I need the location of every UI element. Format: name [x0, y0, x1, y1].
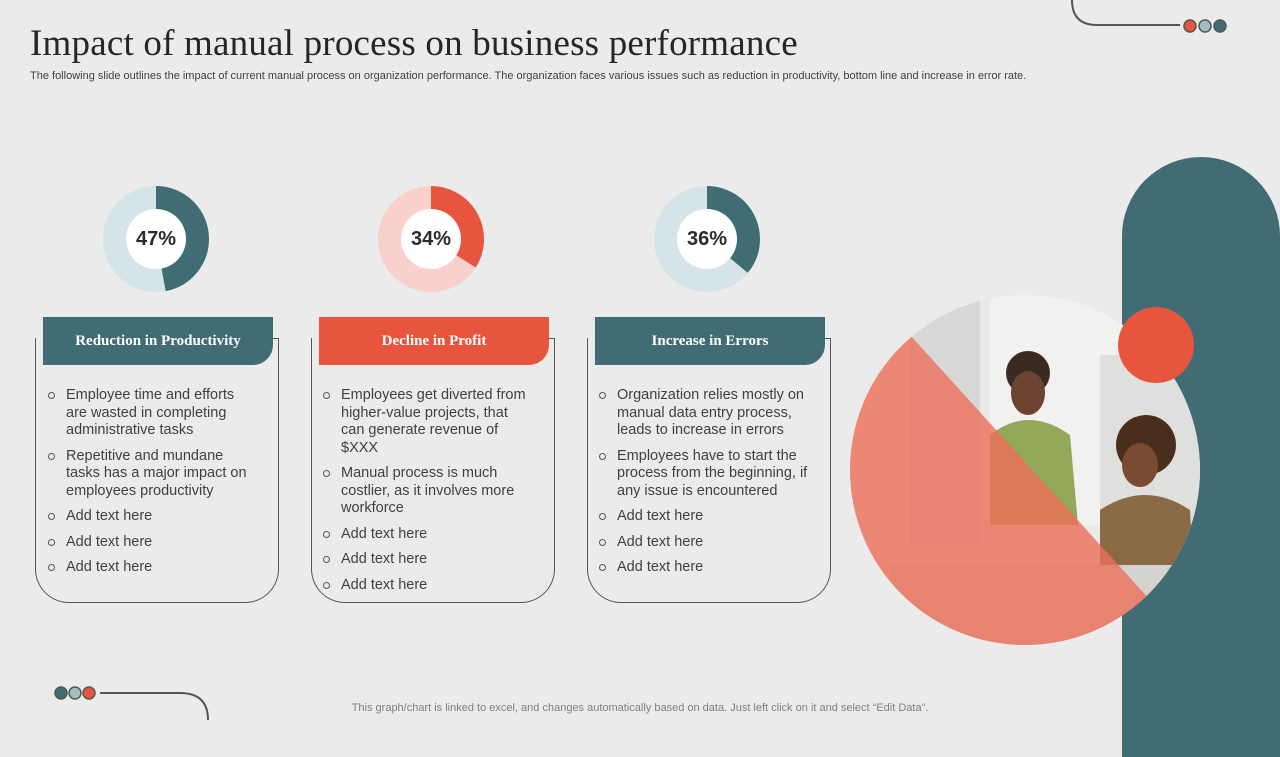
card-list-productivity: Employee time and efforts are wasted in … — [36, 387, 258, 585]
list-item-text: Add text here — [66, 559, 153, 575]
donut-chart-errors: 36% — [654, 186, 760, 292]
bullet-icon — [323, 581, 330, 589]
donut-value-arc — [654, 186, 760, 292]
list-item-text: Add text here — [617, 533, 704, 550]
list-item: Add text here — [311, 526, 533, 544]
bullet-icon — [599, 513, 606, 520]
bullet-icon — [599, 452, 606, 460]
list-item: Repetitive and mundane tasks has a major… — [36, 448, 258, 501]
list-item: Add text here — [36, 508, 258, 526]
bullet-icon — [48, 513, 55, 520]
card-border-top — [825, 338, 831, 339]
footer-note: This graph/chart is linked to excel, and… — [351, 702, 929, 714]
donut-percent-label: 34% — [410, 228, 452, 250]
list-item: Organization relies mostly on manual dat… — [587, 387, 809, 440]
list-item-text: Add text here — [341, 576, 428, 593]
donut-percent-label: 47% — [135, 228, 177, 250]
list-item: Add text here — [36, 534, 258, 552]
card-list-errors: Organization relies mostly on manual dat… — [587, 387, 809, 585]
donut-hole — [677, 209, 737, 269]
card-errors — [587, 338, 831, 603]
donut-chart-profit: 34% — [378, 186, 484, 292]
list-item: Add text here — [311, 551, 533, 569]
list-item: Employees get diverted from higher-value… — [311, 387, 533, 457]
list-item: Manual process is much costlier, as it i… — [311, 465, 533, 518]
bullet-icon — [599, 392, 606, 399]
list-item-text: Manual process is much costlier, as it i… — [341, 465, 515, 516]
list-item: Employees have to start the process from… — [587, 448, 809, 501]
card-border-top — [273, 338, 279, 339]
bullet-icon — [323, 470, 330, 477]
decorative-red-circle — [1118, 307, 1194, 383]
list-item: Add text here — [36, 559, 258, 577]
list-item-text: Employee time and efforts are wasted in … — [66, 387, 235, 438]
list-item-text: Add text here — [617, 559, 704, 575]
list-item-text: Organization relies mostly on manual dat… — [617, 387, 804, 438]
card-title-productivity: Reduction in Productivity — [43, 317, 273, 365]
donut-hole — [401, 209, 461, 269]
bullet-icon — [323, 556, 330, 563]
decorative-connector-top — [1071, 0, 1227, 33]
list-item: Employee time and efforts are wasted in … — [36, 387, 258, 440]
list-item-text: Add text here — [617, 508, 704, 524]
bullet-icon — [599, 564, 606, 571]
donut-chart-productivity: 47% — [103, 186, 209, 292]
bullet-icon — [48, 564, 55, 571]
list-item: Add text here — [587, 559, 809, 577]
donut-value-arc — [103, 186, 209, 292]
donut-value-arc — [378, 186, 484, 292]
list-item-text: Add text here — [66, 508, 153, 524]
list-item: Add text here — [587, 508, 809, 526]
list-item-text: Employees have to start the process from… — [617, 447, 808, 499]
list-item: Add text here — [311, 577, 533, 595]
list-item-text: Add text here — [341, 551, 428, 567]
list-item-text: Add text here — [66, 533, 153, 550]
list-item: Add text here — [587, 534, 809, 552]
card-title-profit: Decline in Profit — [319, 317, 549, 365]
bullet-icon — [48, 392, 55, 399]
card-list-profit: Employees get diverted from higher-value… — [311, 387, 533, 602]
page-subtitle: The following slide outlines the impact … — [30, 70, 1027, 82]
page-title: Impact of manual process on business per… — [30, 23, 798, 64]
bullet-icon — [599, 538, 606, 546]
bullet-icon — [323, 530, 330, 538]
card-title-errors: Increase in Errors — [595, 317, 825, 365]
donut-hole — [126, 209, 186, 269]
card-productivity — [35, 338, 279, 603]
list-item-text: Repetitive and mundane tasks has a major… — [66, 447, 247, 499]
bullet-icon — [323, 392, 330, 399]
bullet-icon — [48, 538, 55, 546]
bullet-icon — [48, 452, 55, 460]
decorative-connector-bottom — [54, 686, 209, 720]
card-border-top — [549, 338, 555, 339]
list-item-text: Employees get diverted from higher-value… — [341, 387, 526, 456]
list-item-text: Add text here — [341, 525, 428, 542]
card-profit — [311, 338, 555, 603]
donut-percent-label: 36% — [686, 228, 728, 250]
